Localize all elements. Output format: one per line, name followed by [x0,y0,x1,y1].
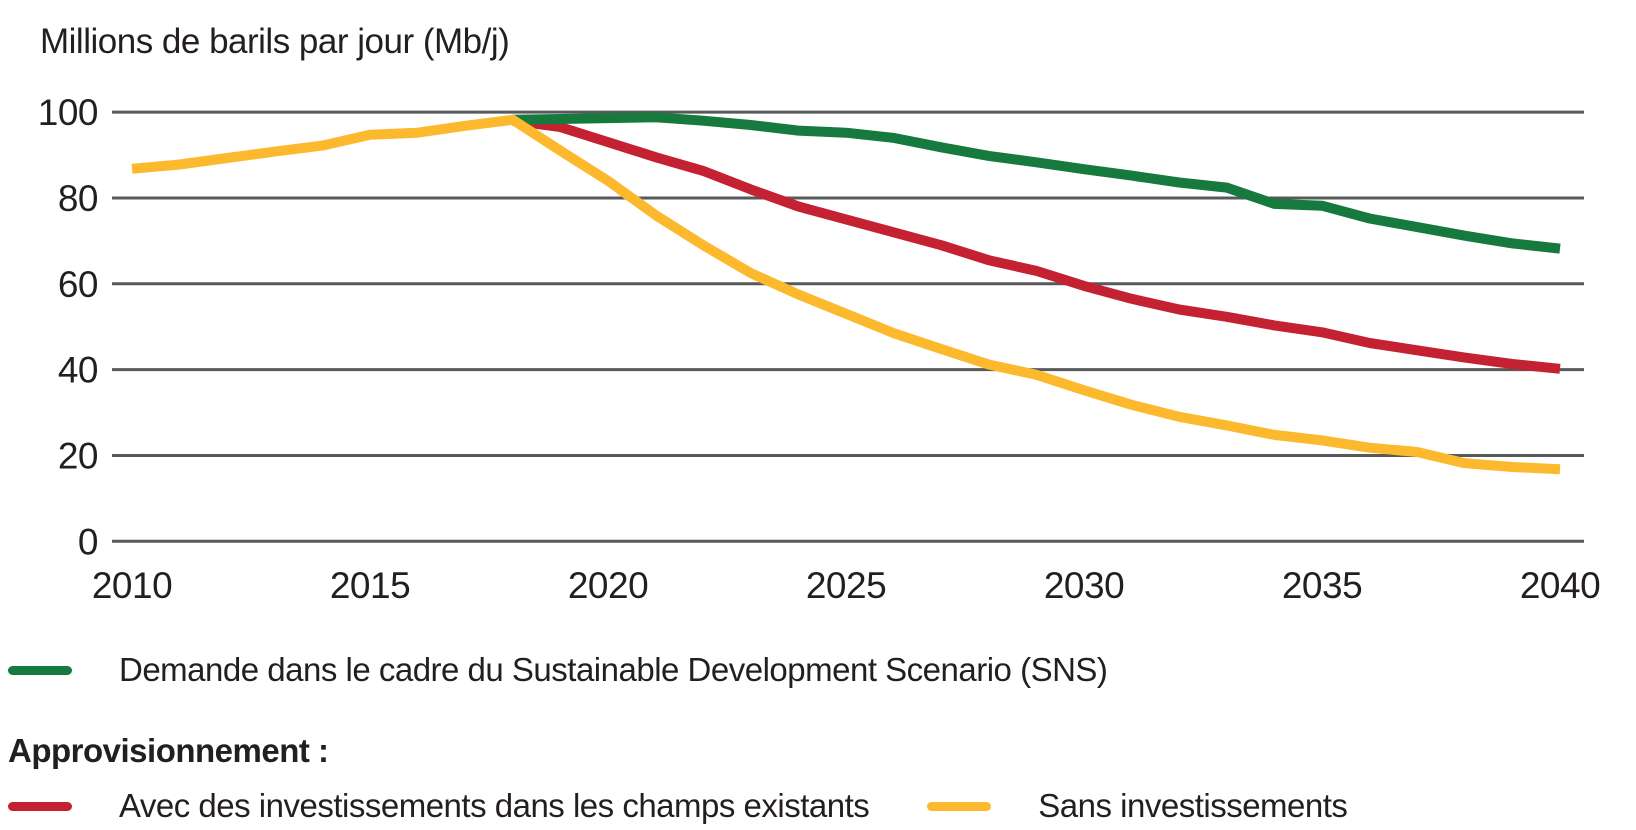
legend-label-without-investment: Sans investissements [1038,787,1348,824]
legend-swatch-without-investment-yellow [927,801,992,811]
series-line-with_investment [512,115,1561,374]
legend-row-demand: Demande dans le cadre du Sustainable Dev… [8,648,1108,692]
x-tick-label-2040: 2040 [1520,565,1600,606]
x-tick-label-2030: 2030 [1044,565,1124,606]
x-tick-label-2020: 2020 [568,565,648,606]
y-tick-label-40: 40 [58,350,98,391]
legend-row-supply: Avec des investissements dans les champs… [8,784,1348,828]
series-line-without_investment [131,114,1561,475]
y-tick-label-20: 20 [58,435,98,476]
legend-heading-supply: Approvisionnement : [8,732,329,769]
y-tick-label-80: 80 [58,178,98,219]
x-tick-label-2015: 2015 [330,565,410,606]
x-tick-label-2035: 2035 [1282,565,1362,606]
legend-label-with-investment: Avec des investissements dans les champs… [119,787,870,824]
y-tick-label-60: 60 [58,264,98,305]
series-line-sds_demand [512,112,1561,254]
x-tick-label-2010: 2010 [92,565,172,606]
y-tick-label-100: 100 [38,92,98,133]
legend-swatch-demand-green [8,665,72,675]
legend-swatch-with-investment-red [8,801,72,811]
y-tick-label-0: 0 [78,521,98,562]
legend-label-demand: Demande dans le cadre du Sustainable Dev… [119,651,1108,688]
x-tick-label-2025: 2025 [806,565,886,606]
chart-title: Millions de barils par jour (Mb/j) [40,22,510,61]
